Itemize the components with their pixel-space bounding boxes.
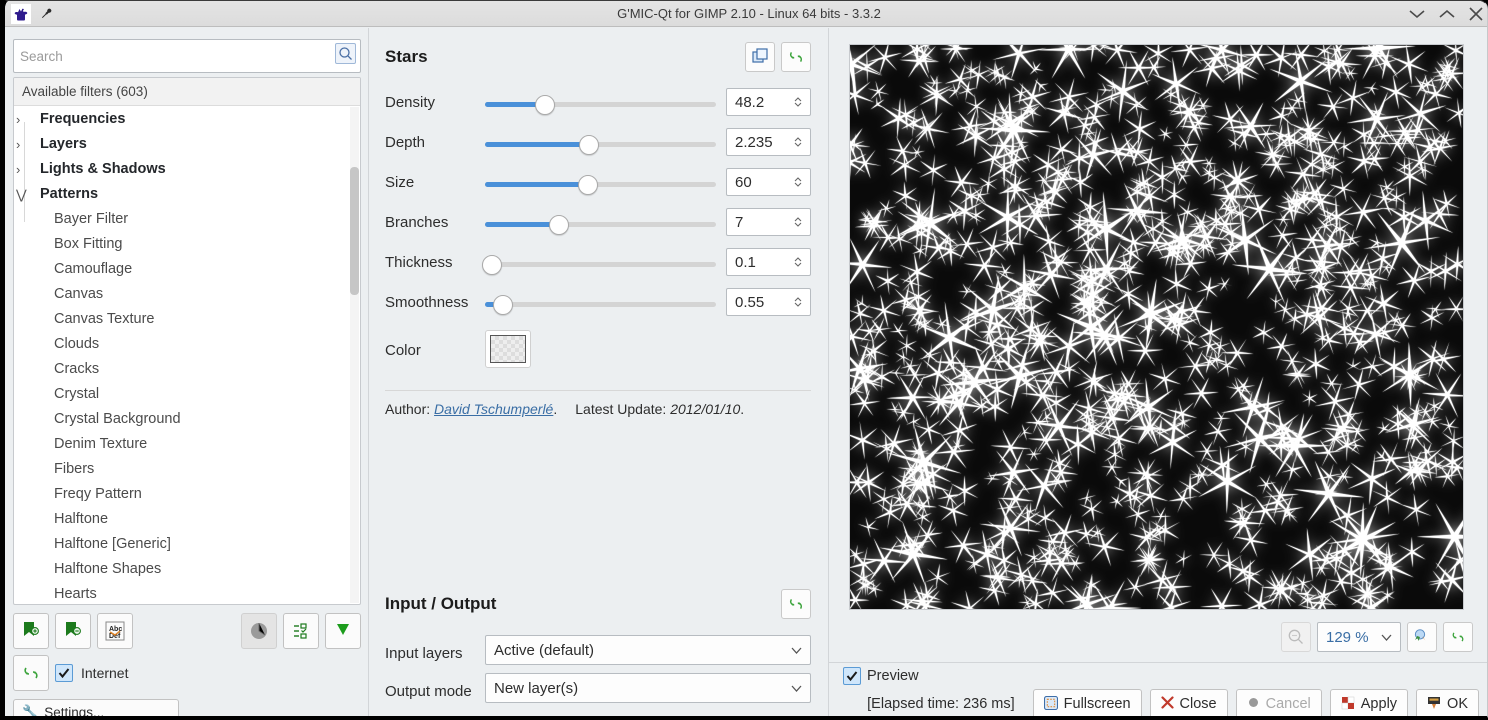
svg-text:Def: Def xyxy=(109,633,121,640)
